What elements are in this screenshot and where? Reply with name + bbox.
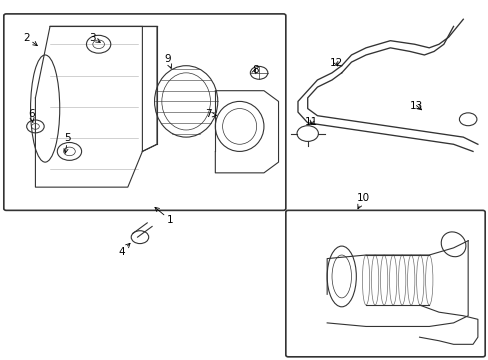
Text: 10: 10 — [356, 193, 369, 209]
Text: 12: 12 — [329, 58, 342, 68]
Text: 4: 4 — [118, 243, 130, 257]
Text: 6: 6 — [28, 109, 35, 122]
Text: 11: 11 — [305, 117, 318, 127]
Text: 9: 9 — [164, 54, 171, 68]
Text: 3: 3 — [89, 33, 100, 43]
Text: 5: 5 — [64, 133, 71, 153]
Text: 7: 7 — [205, 109, 216, 120]
Text: 1: 1 — [155, 207, 173, 225]
Text: 2: 2 — [23, 33, 37, 46]
Text: 13: 13 — [409, 100, 422, 111]
Text: 8: 8 — [251, 65, 258, 75]
